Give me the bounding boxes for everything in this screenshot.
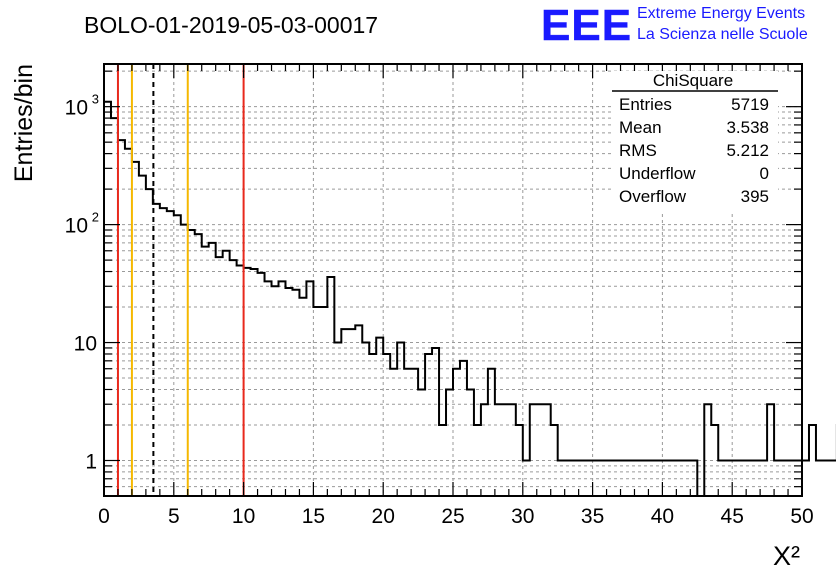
x-tick-label: 5	[168, 505, 180, 528]
y-axis-label: Entries/bin	[10, 64, 38, 182]
x-tick-label: 30	[511, 505, 534, 528]
stats-row-label: Mean	[619, 118, 662, 137]
x-tick-label: 45	[721, 505, 744, 528]
y-tick-exponent: 2	[92, 210, 99, 225]
stats-box-background	[612, 71, 778, 211]
y-tick-exponent: 3	[92, 92, 99, 107]
y-tick-label: 1	[85, 450, 97, 473]
stats-row-value: 0	[760, 164, 769, 183]
stats-row-value: 3.538	[726, 118, 769, 137]
stats-row-label: Overflow	[619, 187, 687, 206]
x-axis-label: X²	[773, 541, 800, 571]
stats-row-label: Entries	[619, 95, 672, 114]
y-tick-label: 10	[74, 333, 97, 356]
x-tick-label: 50	[790, 505, 813, 528]
logo-line2: La Scienza nelle Scuole	[637, 26, 808, 43]
reference-lines-layer	[116, 64, 245, 496]
stats-row-value: 5719	[731, 95, 769, 114]
y-tick-label: 10	[65, 97, 88, 120]
stats-row-value: 5.212	[726, 141, 769, 160]
stats-row-label: RMS	[619, 141, 657, 160]
stats-box-title: ChiSquare	[653, 71, 733, 90]
x-tick-label: 0	[98, 505, 110, 528]
x-tick-label: 15	[302, 505, 325, 528]
x-tick-label: 20	[372, 505, 395, 528]
stats-row-value: 395	[741, 187, 769, 206]
chart-title: BOLO-01-2019-05-03-00017	[84, 12, 378, 38]
y-tick-label: 10	[65, 215, 88, 238]
histogram-line	[104, 100, 836, 497]
logo-line1: Extreme Energy Events	[637, 5, 805, 22]
histogram-layer	[104, 100, 836, 497]
stats-box: ChiSquare Entries 5719 Mean 3.538 RMS 5.212 Un…	[612, 71, 778, 211]
logo-mark: EEE	[541, 1, 632, 50]
logo: EEE Extreme Energy Events La Scienza nel…	[541, 1, 808, 51]
stats-row-label: Underflow	[619, 164, 696, 183]
y-tick-labels: 1 10 10 2 10 3	[65, 92, 99, 474]
x-tick-label: 40	[651, 505, 674, 528]
x-tick-label: 10	[232, 505, 255, 528]
x-tick-labels: 0 5 10 15 20 25 30 35 40 45 50	[98, 505, 814, 528]
x-tick-label: 35	[581, 505, 604, 528]
x-tick-label: 25	[441, 505, 464, 528]
grid-layer	[104, 64, 802, 496]
